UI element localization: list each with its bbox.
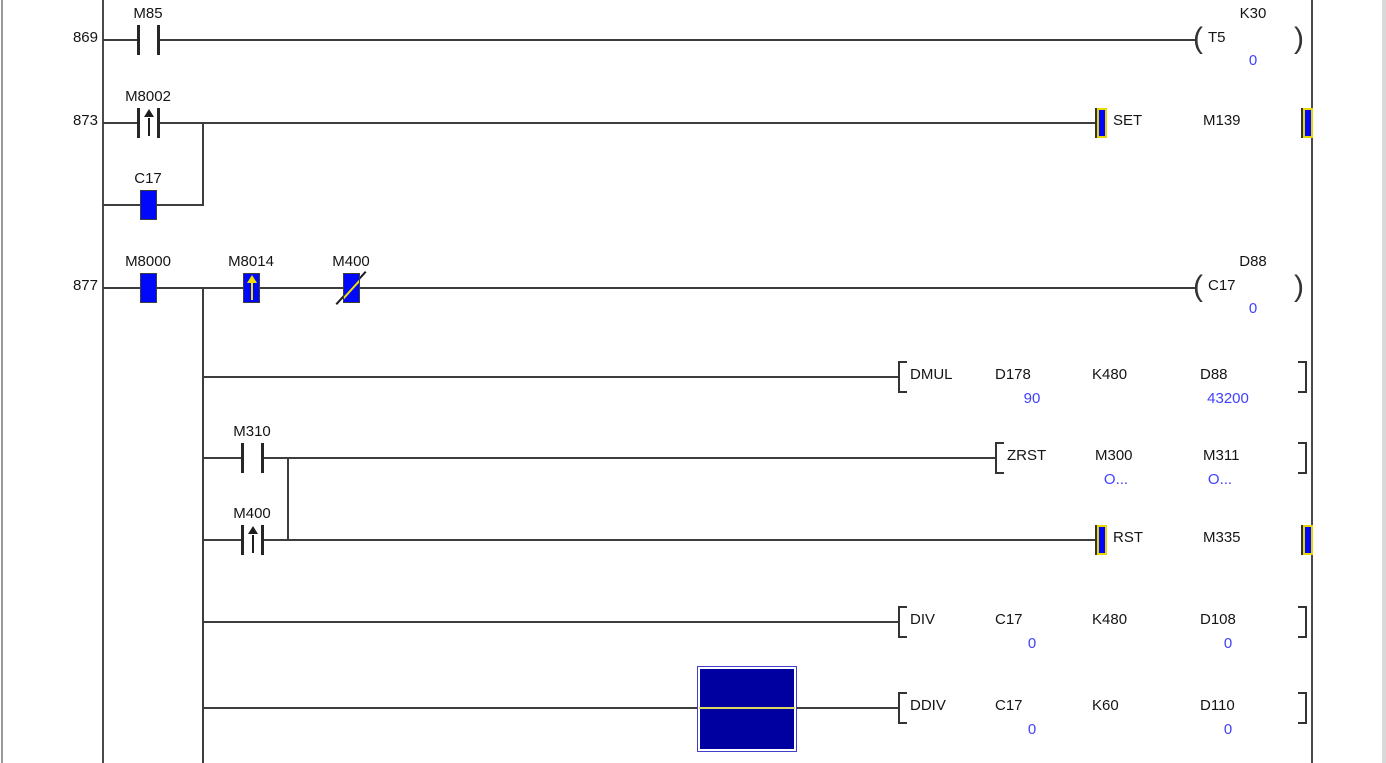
rising-edge-arrow-icon (251, 535, 254, 553)
operand-d110[interactable]: D110 (1200, 697, 1235, 714)
monitor-value-d88: 43200 (1207, 390, 1249, 407)
instruction-open-bracket (898, 606, 909, 638)
operand-m311[interactable]: M311 (1203, 447, 1240, 464)
contact-m8000-energized[interactable] (140, 273, 157, 303)
monitor-value-c17: 0 (1027, 635, 1037, 652)
branch-vertical (202, 288, 204, 763)
operand-d88[interactable]: D88 (1200, 366, 1228, 383)
coil-c17[interactable]: C17 (1208, 277, 1236, 294)
contact-label-m85: M85 (133, 5, 163, 22)
instruction-close-bracket (1296, 692, 1307, 724)
edit-cursor-selection-box[interactable] (697, 666, 797, 752)
instruction-close-bracket (1296, 606, 1307, 638)
branch-line (203, 707, 900, 709)
or-branch-vertical (287, 457, 289, 541)
rung-line-through-cursor (699, 707, 795, 709)
branch-line (203, 539, 1097, 541)
operand-c17[interactable]: C17 (995, 697, 1023, 714)
contact-label-c17: C17 (134, 170, 162, 187)
contact-label-m400: M400 (332, 253, 370, 270)
rung-number-877: 877 (72, 277, 98, 294)
rising-edge-arrowhead-icon (246, 275, 257, 283)
set-left-bracket-energized (1097, 108, 1107, 138)
rising-edge-arrow-icon (250, 282, 253, 300)
instruction-close-bracket (1296, 442, 1307, 474)
monitor-value-t5: 0 (1248, 52, 1258, 69)
coil-preset-d88: D88 (1239, 253, 1267, 270)
monitor-value-d178: 90 (1023, 390, 1041, 407)
instruction-rst[interactable]: RST (1113, 529, 1143, 546)
contact-label-m8014: M8014 (228, 253, 274, 270)
coil-open-paren: ( (1193, 22, 1203, 55)
window-left-border (1, 0, 3, 763)
contact-label-m400: M400 (233, 505, 271, 522)
contact-c17-energized[interactable] (140, 190, 157, 220)
rung-number-869: 869 (72, 29, 98, 46)
operand-m300[interactable]: M300 (1095, 447, 1133, 464)
contact-m400-normally-closed-energized[interactable] (333, 265, 369, 311)
contact-fill (343, 273, 360, 303)
branch-line (203, 621, 900, 623)
branch-line (203, 457, 997, 459)
instruction-ddiv[interactable]: DDIV (910, 697, 946, 714)
coil-close-paren: ) (1294, 270, 1304, 303)
instruction-open-bracket (995, 442, 1006, 474)
monitor-value-d108: 0 (1223, 635, 1233, 652)
instruction-set[interactable]: SET (1113, 112, 1143, 129)
operand-m139[interactable]: M139 (1203, 112, 1241, 129)
monitor-value-c17: 0 (1027, 721, 1037, 738)
contact-label-m8000: M8000 (125, 253, 171, 270)
operand-d108[interactable]: D108 (1200, 611, 1236, 628)
set-right-bracket-energized (1303, 108, 1313, 138)
contact-m8002-rising[interactable] (137, 108, 160, 138)
instruction-open-bracket (898, 361, 909, 393)
coil-close-paren: ) (1294, 22, 1304, 55)
instruction-zrst[interactable]: ZRST (1007, 447, 1047, 464)
operand-k480[interactable]: K480 (1092, 366, 1128, 383)
instruction-open-bracket (898, 692, 909, 724)
window-right-scroll-edge[interactable] (1382, 0, 1386, 763)
instruction-div[interactable]: DIV (910, 611, 936, 628)
branch-vertical (202, 123, 204, 206)
coil-t5[interactable]: T5 (1208, 29, 1226, 46)
contact-m85[interactable] (137, 25, 160, 55)
rst-right-bracket-energized (1303, 525, 1313, 555)
power-rail-right (1311, 0, 1313, 763)
operand-c17[interactable]: C17 (995, 611, 1023, 628)
contact-m400-rising[interactable] (241, 525, 264, 555)
rung-number-873: 873 (72, 112, 98, 129)
edit-cursor-fill (700, 669, 794, 749)
operand-k60[interactable]: K60 (1092, 697, 1119, 714)
monitor-value-m311: O... (1207, 471, 1233, 488)
coil-open-paren: ( (1193, 270, 1203, 303)
rst-left-bracket-energized (1097, 525, 1107, 555)
contact-label-m310: M310 (233, 423, 271, 440)
contact-m8014-rising-energized[interactable] (243, 273, 260, 303)
rung-line (103, 122, 1097, 124)
normally-closed-slash-icon (344, 274, 359, 302)
rung-line (103, 39, 1197, 41)
monitor-value-d110: 0 (1223, 721, 1233, 738)
operand-d178[interactable]: D178 (995, 366, 1031, 383)
power-rail-left (102, 0, 104, 763)
instruction-dmul[interactable]: DMUL (910, 366, 953, 383)
rising-edge-arrowhead-icon (247, 526, 258, 534)
rising-edge-arrow-icon (147, 118, 150, 136)
branch-line (203, 376, 900, 378)
rung-line (103, 287, 1197, 289)
contact-m310[interactable] (241, 443, 264, 473)
rising-edge-arrowhead-icon (143, 109, 154, 117)
instruction-close-bracket (1296, 361, 1307, 393)
operand-k480[interactable]: K480 (1092, 611, 1128, 628)
coil-preset-k30: K30 (1239, 5, 1267, 22)
monitor-value-c17: 0 (1248, 300, 1258, 317)
contact-label-m8002: M8002 (125, 88, 171, 105)
operand-m335[interactable]: M335 (1203, 529, 1241, 546)
monitor-value-m300: O... (1103, 471, 1129, 488)
